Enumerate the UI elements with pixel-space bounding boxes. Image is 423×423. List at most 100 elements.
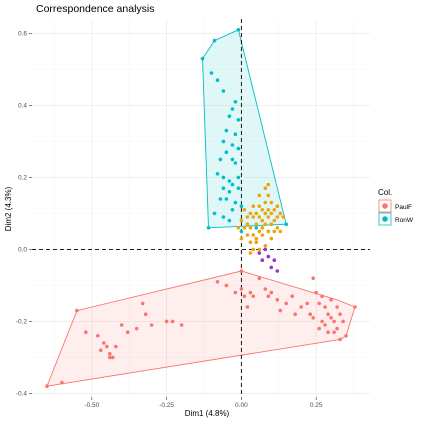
- chart-title: Correspondence analysis: [36, 3, 154, 15]
- data-point: [254, 236, 259, 241]
- y-axis-label: Dim2 (4.3%): [4, 186, 13, 231]
- data-point: [179, 323, 184, 327]
- x-tick-label: 0.00: [235, 402, 248, 409]
- data-point: [254, 222, 259, 226]
- data-point: [260, 226, 265, 230]
- data-point: [284, 301, 289, 306]
- data-point: [230, 208, 235, 212]
- data-point: [75, 308, 79, 313]
- data-point: [353, 305, 357, 309]
- y-tick-label: 0.2: [18, 175, 27, 182]
- data-point: [269, 236, 274, 241]
- data-point: [335, 326, 339, 331]
- data-point: [311, 276, 316, 281]
- data-point: [272, 208, 277, 212]
- data-point: [257, 247, 262, 252]
- series-group-2: [236, 182, 286, 255]
- data-point: [236, 175, 241, 180]
- data-point: [60, 380, 64, 385]
- data-point: [332, 319, 336, 324]
- data-point: [278, 308, 283, 313]
- legend-title: Col.: [378, 188, 392, 197]
- data-point: [260, 258, 265, 263]
- data-point: [263, 211, 268, 216]
- data-point: [263, 222, 268, 226]
- hull-paulf: [46, 270, 356, 387]
- y-tick-label: -0.2: [16, 319, 28, 326]
- legend-label-ronw: RonW: [395, 217, 414, 224]
- data-point: [326, 312, 330, 317]
- data-point: [245, 233, 250, 237]
- data-point: [257, 276, 262, 281]
- data-point: [248, 226, 253, 230]
- data-point: [245, 215, 250, 219]
- data-point: [329, 316, 333, 320]
- data-point: [278, 229, 283, 234]
- data-point: [242, 294, 247, 299]
- data-point: [236, 146, 241, 151]
- data-point: [272, 218, 277, 223]
- data-point: [314, 290, 319, 295]
- data-point: [218, 157, 223, 162]
- data-point: [236, 28, 241, 32]
- data-point: [233, 161, 238, 165]
- data-point: [269, 265, 274, 270]
- data-point: [266, 254, 271, 259]
- data-point: [272, 258, 277, 263]
- data-point: [200, 56, 205, 61]
- data-point: [239, 218, 244, 223]
- data-point: [251, 247, 256, 252]
- data-point: [221, 139, 226, 144]
- plot-panel: -0.50 -0.25 0.00 0.25 -0.4 -0.2 0.0 0.2 0.4 0.6: [16, 19, 370, 409]
- data-point: [317, 301, 322, 306]
- data-point: [260, 233, 265, 237]
- data-point: [242, 208, 247, 212]
- series-ronw: [200, 28, 289, 234]
- data-point: [251, 294, 256, 299]
- data-point: [275, 215, 280, 219]
- data-point: [284, 222, 289, 226]
- data-point: [254, 211, 259, 216]
- data-point: [111, 355, 115, 360]
- data-point: [320, 294, 324, 299]
- data-point: [215, 280, 220, 284]
- data-point: [329, 298, 333, 302]
- data-point: [236, 118, 241, 122]
- data-point: [272, 229, 277, 234]
- data-point: [275, 298, 280, 302]
- grid-minor: [32, 19, 370, 397]
- data-point: [239, 229, 244, 234]
- hull-ronw: [202, 29, 287, 229]
- data-point: [233, 132, 238, 136]
- data-point: [257, 215, 262, 219]
- data-point: [257, 204, 262, 208]
- data-point: [245, 305, 250, 309]
- data-point: [230, 182, 235, 187]
- data-point: [224, 150, 229, 154]
- legend-label-paulf: PaulF: [395, 204, 412, 211]
- data-point: [224, 128, 229, 133]
- data-point: [269, 290, 274, 295]
- data-point: [266, 215, 271, 219]
- data-point: [224, 283, 229, 288]
- data-point: [221, 215, 226, 219]
- series-paulf: [45, 269, 357, 389]
- data-point: [251, 215, 256, 219]
- y-tick-label: 0.0: [18, 247, 27, 254]
- data-point: [239, 287, 244, 291]
- data-point: [308, 312, 313, 317]
- data-point: [227, 179, 232, 183]
- data-point: [239, 269, 244, 273]
- data-point: [221, 186, 226, 190]
- data-point: [96, 334, 100, 338]
- data-point: [218, 197, 223, 201]
- data-point: [239, 204, 244, 208]
- data-point: [242, 226, 247, 230]
- data-point: [221, 175, 226, 180]
- data-point: [215, 172, 220, 176]
- data-point: [281, 215, 286, 219]
- data-point: [311, 316, 316, 320]
- x-tick-label: -0.25: [159, 402, 174, 409]
- data-point: [335, 305, 339, 309]
